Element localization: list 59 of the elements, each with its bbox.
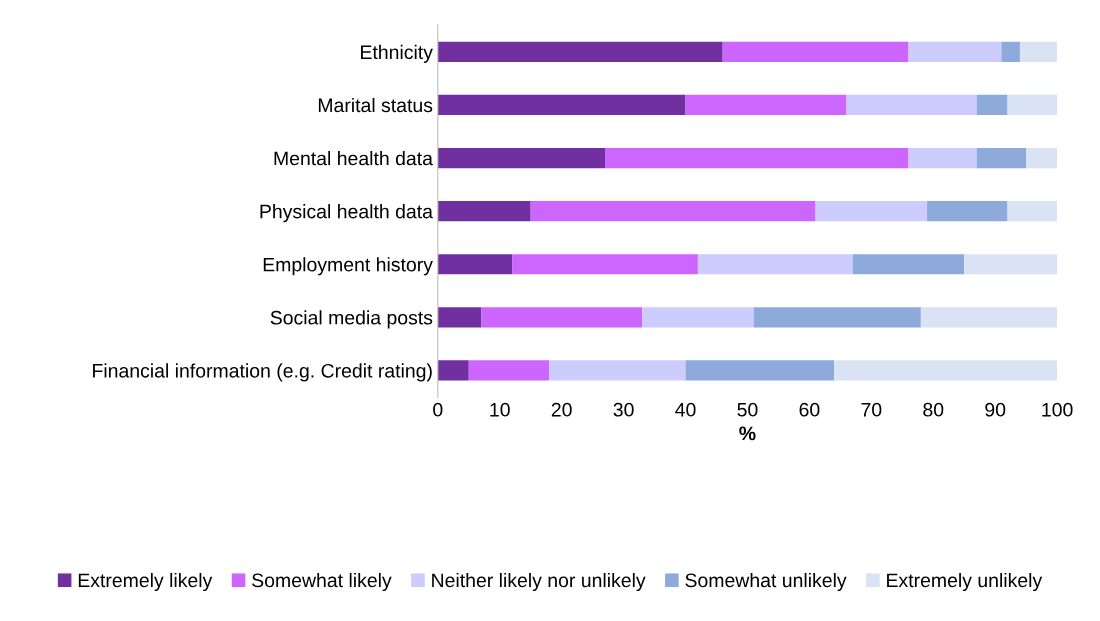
bar bbox=[437, 360, 469, 381]
x-tick-label: 100 bbox=[1042, 402, 1073, 417]
x-tick-label: 80 bbox=[923, 402, 944, 417]
bar bbox=[722, 41, 909, 62]
bar bbox=[512, 254, 698, 275]
bar bbox=[976, 147, 1027, 169]
x-tick-label: 20 bbox=[551, 402, 572, 417]
legend-label: Neither likely nor unlikely bbox=[432, 572, 646, 592]
bar bbox=[1001, 41, 1020, 62]
bar bbox=[834, 360, 1058, 381]
bar bbox=[437, 254, 513, 275]
bar bbox=[437, 307, 482, 328]
bar bbox=[1007, 94, 1058, 116]
bar bbox=[964, 254, 1058, 275]
x-tick-label: 40 bbox=[675, 402, 696, 417]
bar bbox=[685, 94, 847, 116]
y-tick-label: Physical health data bbox=[260, 204, 433, 223]
legend-label: Somewhat unlikely bbox=[685, 572, 847, 592]
y-tick-label: Employment history bbox=[263, 257, 433, 276]
bar bbox=[852, 254, 965, 275]
bar bbox=[1019, 41, 1058, 62]
x-tick-label: 10 bbox=[490, 402, 510, 417]
x-axis-title: % bbox=[739, 426, 756, 441]
bar bbox=[437, 201, 531, 222]
bar bbox=[437, 41, 723, 62]
bar bbox=[437, 94, 686, 116]
bar bbox=[642, 307, 754, 328]
bar bbox=[846, 94, 977, 116]
legend-label: Somewhat likely bbox=[252, 572, 392, 592]
bar bbox=[753, 307, 921, 328]
bar bbox=[920, 307, 1058, 328]
bar bbox=[605, 147, 909, 169]
bar bbox=[908, 147, 977, 169]
x-tick-label: 90 bbox=[985, 402, 1006, 417]
x-tick-label: 60 bbox=[799, 402, 820, 417]
x-tick-label: 70 bbox=[861, 402, 882, 417]
bar bbox=[697, 254, 853, 275]
y-tick-label: Marital status bbox=[318, 97, 433, 113]
y-tick-label: Mental health data bbox=[274, 151, 433, 166]
bar bbox=[908, 41, 1002, 62]
x-tick-label: 50 bbox=[737, 402, 758, 417]
bar bbox=[549, 360, 686, 381]
bar bbox=[481, 307, 643, 328]
bar bbox=[437, 147, 606, 169]
y-tick-label: Financial information (e.g. Credit rating) bbox=[93, 363, 432, 382]
bar bbox=[976, 94, 1008, 116]
bar bbox=[815, 201, 928, 222]
bar bbox=[927, 201, 1008, 222]
legend-label: Extremely likely bbox=[78, 572, 213, 592]
bar bbox=[530, 201, 816, 222]
bar bbox=[1026, 147, 1058, 169]
bar bbox=[685, 360, 835, 381]
bar bbox=[468, 360, 550, 381]
bar bbox=[1007, 201, 1058, 222]
x-tick-label: 30 bbox=[613, 402, 634, 417]
y-tick-label: Social media posts bbox=[270, 310, 433, 329]
y-tick-label: Ethnicity bbox=[361, 44, 433, 63]
x-tick-label: 0 bbox=[433, 402, 443, 417]
legend-label: Extremely unlikely bbox=[887, 572, 1043, 592]
